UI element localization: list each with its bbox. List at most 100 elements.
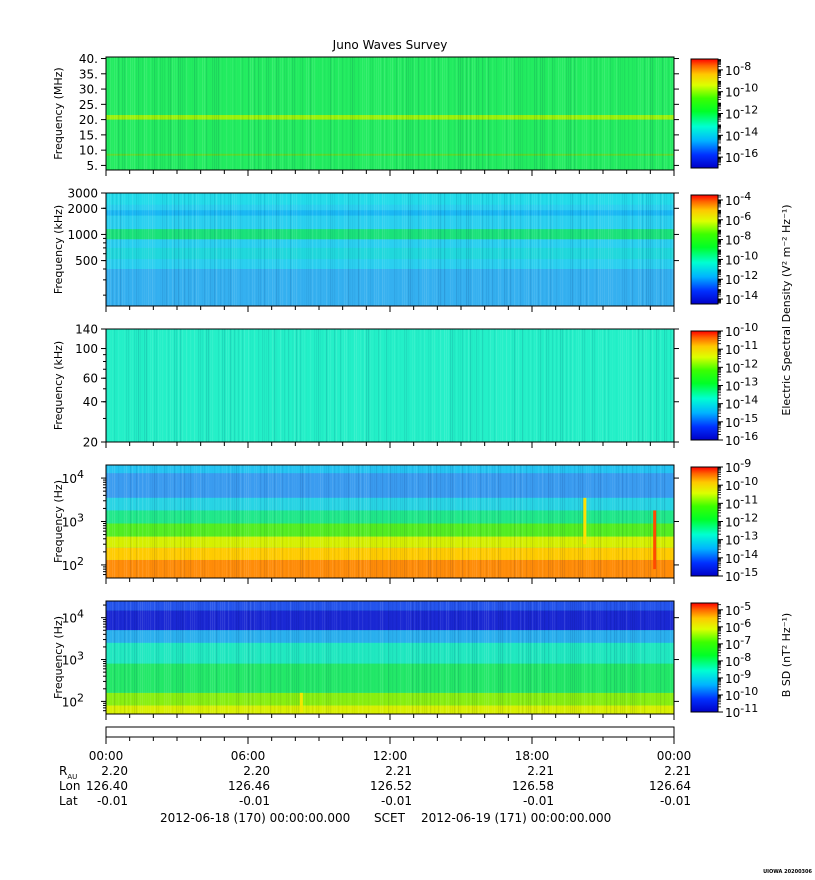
texture-line: [410, 193, 412, 306]
texture-line: [498, 329, 499, 442]
texture-line: [628, 465, 630, 578]
texture-line: [460, 193, 462, 306]
texture-line: [644, 465, 646, 578]
texture-line: [260, 193, 262, 306]
texture-line: [372, 57, 374, 170]
texture-line: [420, 193, 421, 306]
texture-line: [126, 601, 128, 714]
texture-line: [606, 193, 607, 306]
texture-line: [164, 601, 166, 714]
texture-line: [478, 57, 480, 170]
ephemeris-value: -0.01: [660, 794, 691, 808]
texture-line: [276, 601, 278, 714]
texture-line: [426, 193, 428, 306]
spectral-band: [106, 692, 674, 706]
texture-line: [404, 465, 406, 578]
texture-line: [336, 601, 338, 714]
texture-line: [278, 465, 279, 578]
texture-line: [310, 57, 312, 170]
texture-line: [266, 601, 267, 714]
texture-line: [314, 465, 316, 578]
texture-line: [420, 57, 421, 170]
texture-line: [358, 57, 360, 170]
texture-line: [406, 57, 408, 170]
texture-line: [544, 329, 546, 442]
texture-line: [578, 601, 580, 714]
texture-line: [310, 465, 312, 578]
texture-line: [560, 193, 562, 306]
texture-line: [624, 465, 625, 578]
texture-line: [324, 601, 326, 714]
texture-line: [182, 57, 184, 170]
texture-line: [602, 601, 603, 714]
texture-line: [254, 193, 256, 306]
texture-line: [656, 57, 658, 170]
texture-line: [380, 329, 382, 442]
texture-line: [246, 329, 247, 442]
texture-line: [196, 193, 198, 306]
texture-line: [516, 465, 518, 578]
texture-line: [194, 465, 196, 578]
texture-line: [452, 601, 454, 714]
texture-line: [368, 465, 370, 578]
texture-line: [238, 193, 239, 306]
texture-line: [442, 57, 444, 170]
texture-line: [572, 193, 574, 306]
texture-line: [640, 465, 642, 578]
texture-line: [286, 193, 288, 306]
texture-line: [580, 601, 582, 714]
texture-line: [540, 329, 542, 442]
texture-line: [638, 193, 640, 306]
texture-line: [648, 601, 649, 714]
texture-line: [528, 193, 530, 306]
texture-line: [450, 57, 451, 170]
ephemeris-row-label: Lon: [59, 779, 80, 793]
texture-line: [252, 601, 254, 714]
texture-line: [638, 465, 639, 578]
texture-line: [308, 193, 310, 306]
texture-line: [286, 329, 287, 442]
y-tick-label: 103: [62, 650, 84, 668]
colorbar-tick-label: 10-13: [725, 376, 758, 394]
texture-line: [474, 329, 475, 442]
texture-line: [568, 465, 569, 578]
texture-line: [650, 193, 652, 306]
texture-line: [322, 57, 324, 170]
texture-line: [426, 601, 428, 714]
texture-line: [434, 57, 436, 170]
texture-line: [532, 193, 534, 306]
texture-line: [208, 465, 210, 578]
texture-line: [146, 57, 148, 170]
texture-line: [394, 193, 396, 306]
texture-line: [534, 329, 536, 442]
texture-line: [232, 465, 234, 578]
texture-line: [124, 193, 126, 306]
texture-line: [514, 193, 516, 306]
texture-line: [390, 601, 391, 714]
texture-line: [336, 193, 337, 306]
y-tick-label: 30.: [79, 83, 98, 97]
texture-line: [458, 601, 460, 714]
texture-line: [546, 57, 547, 170]
texture-line: [332, 465, 334, 578]
texture-line: [272, 465, 274, 578]
texture-line: [672, 601, 674, 714]
texture-line: [308, 329, 309, 442]
texture-line: [240, 57, 242, 170]
texture-line: [156, 57, 158, 170]
texture-line: [588, 193, 590, 306]
texture-line: [136, 465, 138, 578]
texture-line: [266, 57, 268, 170]
texture-line: [630, 193, 632, 306]
texture-line: [220, 329, 222, 442]
texture-line: [202, 57, 204, 170]
texture-line: [602, 57, 604, 170]
texture-line: [226, 193, 227, 306]
texture-line: [106, 465, 108, 578]
texture-line: [516, 193, 517, 306]
texture-line: [300, 57, 301, 170]
texture-line: [138, 601, 140, 714]
texture-line: [354, 193, 355, 306]
texture-line: [354, 465, 356, 578]
texture-line: [122, 601, 123, 714]
